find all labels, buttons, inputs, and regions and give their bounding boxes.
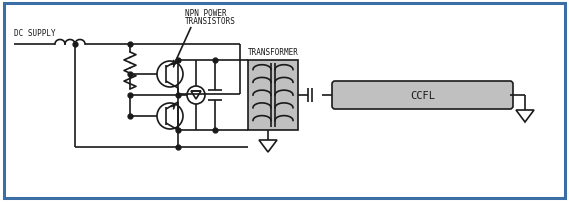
Text: NPN POWER: NPN POWER <box>185 9 226 18</box>
Text: TRANSFORMER: TRANSFORMER <box>248 48 298 57</box>
Text: TRANSISTORS: TRANSISTORS <box>185 17 236 26</box>
FancyBboxPatch shape <box>332 82 513 109</box>
Bar <box>248 61 298 130</box>
Text: CCFL: CCFL <box>410 90 435 101</box>
Text: DC SUPPLY: DC SUPPLY <box>14 28 56 37</box>
